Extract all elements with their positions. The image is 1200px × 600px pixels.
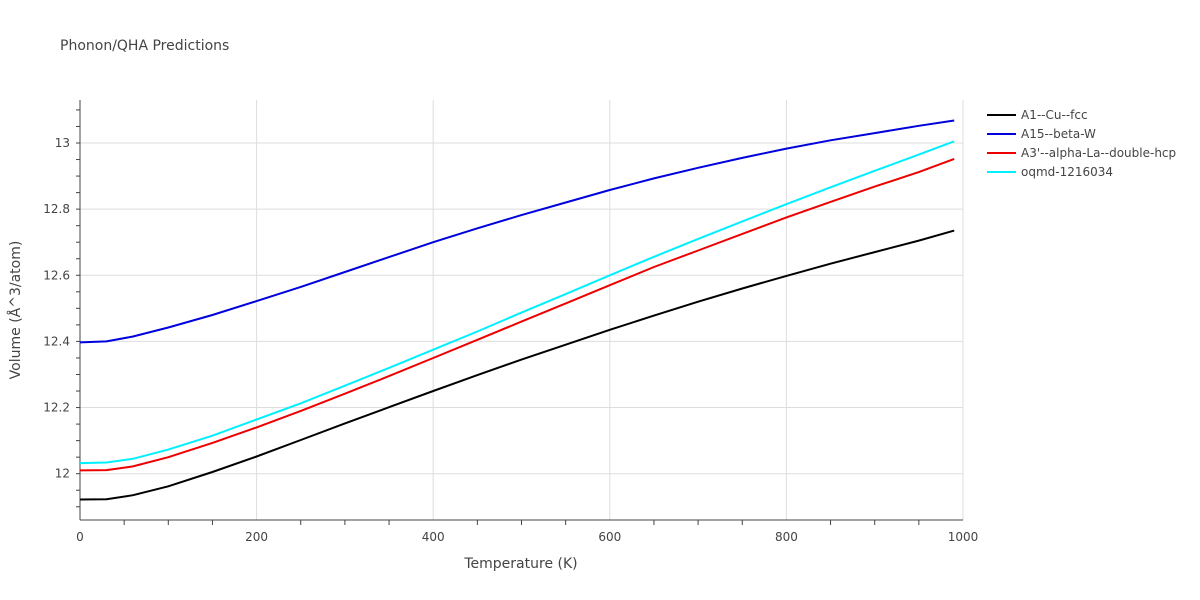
y-tick-labels: 12 12.2 12.4 12.6 12.8 13 <box>43 136 70 481</box>
y-tick-label: 12.2 <box>43 401 70 415</box>
x-axis-title: Temperature (K) <box>463 556 577 572</box>
chart-title: Phonon/QHA Predictions <box>60 38 229 54</box>
x-tick-label: 800 <box>775 530 798 544</box>
series-lines <box>79 119 955 501</box>
series-line <box>79 157 955 472</box>
y-tick-label: 12.6 <box>43 268 70 282</box>
legend-label: A15--beta-W <box>1021 127 1096 141</box>
axes <box>76 100 963 525</box>
series-line <box>79 229 955 501</box>
x-tick-label: 400 <box>422 530 445 544</box>
y-gridlines <box>80 142 963 475</box>
y-tick-label: 13 <box>55 136 70 150</box>
x-tick-label: 200 <box>245 530 268 544</box>
series-line <box>79 119 955 344</box>
x-tick-label: 600 <box>598 530 621 544</box>
y-tick-label: 12 <box>55 467 70 481</box>
x-tick-label: 1000 <box>948 530 979 544</box>
x-tick-labels: 0 200 400 600 800 1000 <box>76 530 978 544</box>
x-gridlines <box>256 100 964 520</box>
legend-label: oqmd-1216034 <box>1021 165 1113 179</box>
legend-label: A3'--alpha-La--double-hcp <box>1021 146 1176 160</box>
x-tick-label: 0 <box>76 530 84 544</box>
series-line <box>79 140 955 465</box>
y-tick-label: 12.8 <box>43 202 70 216</box>
legend-label: A1--Cu--fcc <box>1021 108 1088 122</box>
legend: A1--Cu--fcc A15--beta-W A3'--alpha-La--dou… <box>987 108 1176 179</box>
y-tick-label: 12.4 <box>43 334 70 348</box>
y-axis-title: Volume (Å^3/atom) <box>7 241 24 380</box>
